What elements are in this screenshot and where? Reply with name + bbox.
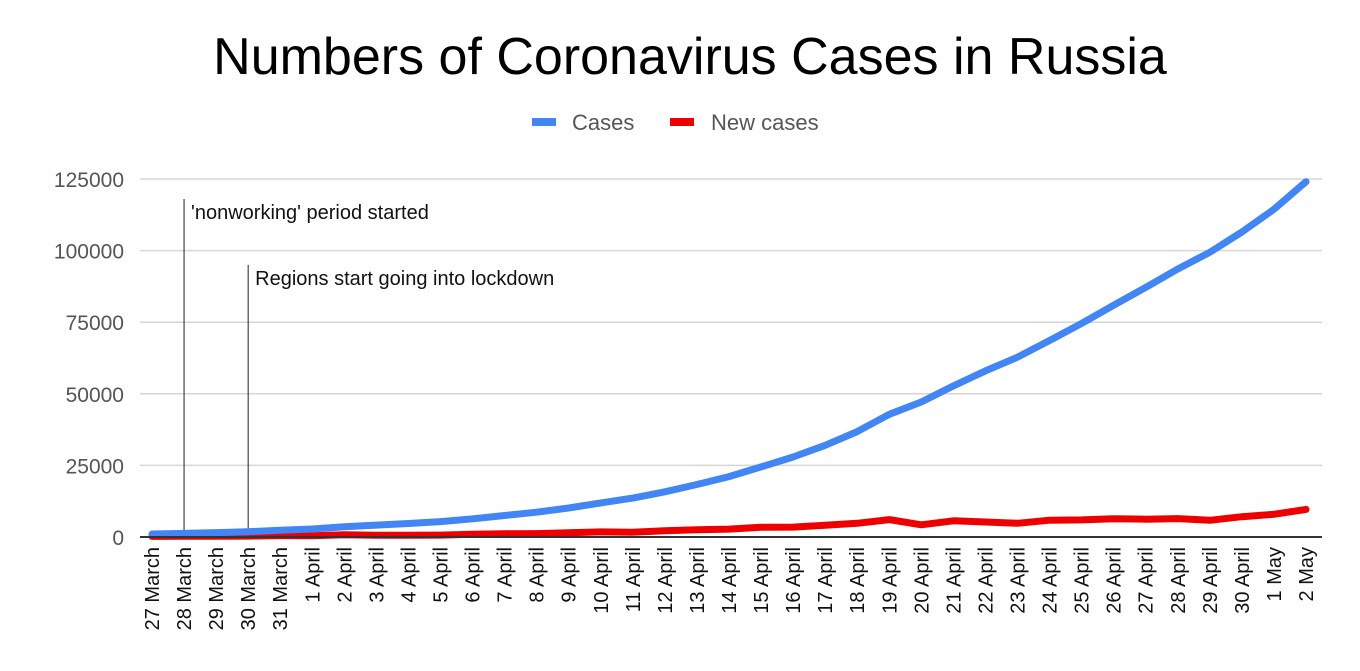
legend-item-new-cases: New cases [670, 110, 819, 135]
legend-label-new-cases: New cases [711, 110, 819, 135]
x-tick-label: 24 April [1040, 547, 1062, 614]
x-tick-label: 15 April [751, 547, 773, 614]
x-tick-label: 18 April [847, 547, 869, 614]
x-tick-label: 22 April [975, 547, 997, 614]
x-tick-label: 16 April [783, 547, 805, 614]
x-tick-label: 1 April [302, 547, 324, 603]
gridlines [140, 178, 1322, 467]
x-tick-label: 2 May [1296, 547, 1318, 601]
x-tick-label: 21 April [943, 547, 965, 614]
y-tick-label: 50000 [66, 384, 124, 407]
x-tick-label: 31 March [270, 547, 292, 630]
x-tick-label: 28 March [174, 547, 196, 630]
series-line-cases [148, 178, 1310, 538]
x-tick-label: 11 April [623, 547, 645, 612]
x-tick-label: 25 April [1072, 547, 1094, 614]
annotation-label: 'nonworking' period started [191, 202, 429, 224]
y-tick-label: 125000 [54, 169, 124, 192]
chart-title: Numbers of Coronavirus Cases in Russia [213, 28, 1167, 86]
x-tick-label: 3 April [366, 547, 388, 603]
x-tick-label: 12 April [655, 547, 677, 614]
x-tick-label: 27 April [1136, 547, 1158, 614]
x-tick-label: 29 April [1200, 547, 1222, 614]
x-tick-label: 27 March [142, 547, 164, 630]
x-tick-label: 20 April [911, 547, 933, 614]
y-tick-label: 25000 [66, 455, 124, 478]
x-tick-label: 28 April [1168, 547, 1190, 614]
x-tick-label: 1 May [1264, 547, 1286, 601]
x-tick-label: 13 April [687, 547, 709, 614]
series-lines [148, 178, 1310, 540]
x-tick-label: 5 April [431, 547, 453, 603]
y-tick-label: 100000 [54, 241, 124, 264]
x-tick-label: 17 April [815, 547, 837, 614]
x-tick-label: 23 April [1008, 547, 1030, 614]
x-tick-label: 7 April [495, 547, 517, 603]
y-tick-label: 0 [112, 527, 124, 550]
x-tick-label: 8 April [527, 547, 549, 603]
x-axis-ticks: 27 March 28 March 29 March 30 March 31 March… [142, 547, 1318, 630]
legend-label-cases: Cases [572, 110, 634, 135]
x-tick-label: 30 April [1232, 547, 1254, 614]
x-tick-label: 19 April [879, 547, 901, 614]
annotation-label: Regions start going into lockdown [255, 268, 554, 290]
x-tick-label: 4 April [398, 547, 420, 603]
x-tick-label: 30 March [238, 547, 260, 630]
legend: Cases New cases [532, 110, 819, 135]
x-tick-label: 10 April [591, 547, 613, 614]
x-tick-label: 14 April [719, 547, 741, 614]
series-line-new-cases [148, 505, 1310, 540]
x-tick-label: 2 April [334, 547, 356, 603]
legend-item-cases: Cases [532, 110, 634, 135]
annotations: 'nonworking' period started Regions start… [183, 199, 554, 537]
y-tick-label: 75000 [66, 312, 124, 335]
y-axis-ticks: 0 25000 50000 75000 100000 125000 [54, 169, 124, 550]
x-tick-label: 6 April [463, 547, 485, 603]
x-tick-label: 29 March [206, 547, 228, 630]
x-tick-label: 9 April [559, 547, 581, 603]
x-tick-label: 26 April [1104, 547, 1126, 614]
